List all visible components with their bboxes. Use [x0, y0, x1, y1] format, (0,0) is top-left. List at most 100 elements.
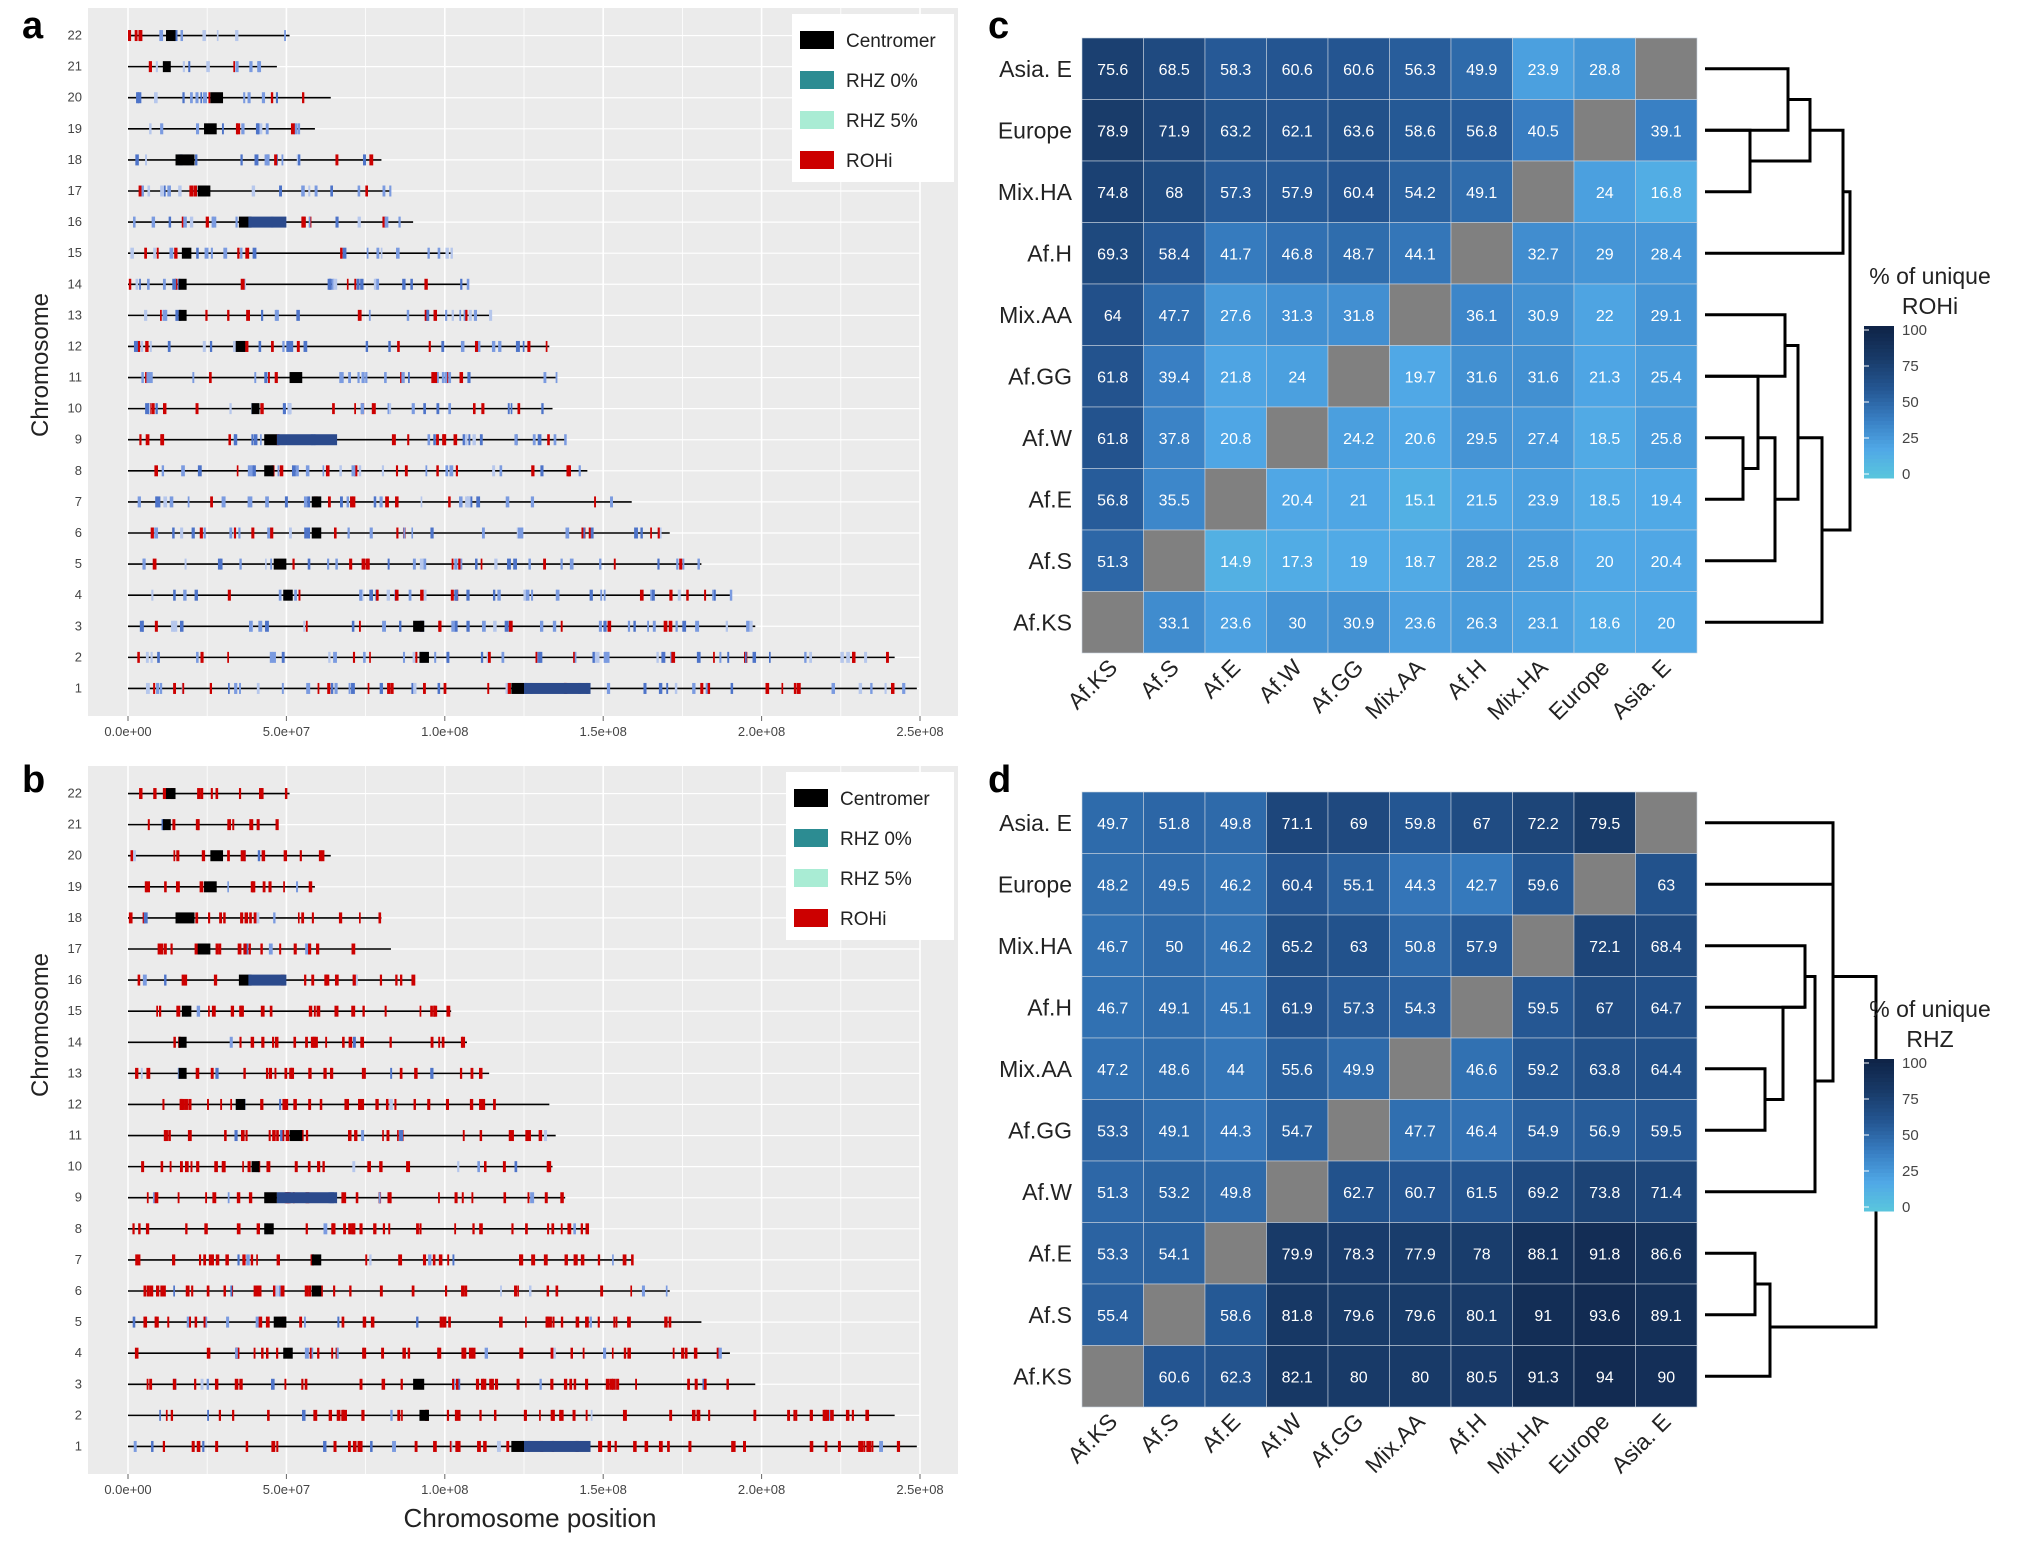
rohi-mark	[128, 278, 132, 290]
rohi-mark	[342, 1036, 345, 1048]
heatmap-cell	[1327, 406, 1390, 469]
rohi-mark	[607, 620, 612, 632]
rhz-mark	[234, 1130, 238, 1142]
rohi-mark	[866, 1440, 871, 1452]
rhz-mark	[203, 527, 206, 539]
rohi-mark	[250, 1254, 254, 1266]
rhz-mark	[202, 30, 206, 42]
rhz-mark	[481, 527, 485, 539]
rhz-mark	[539, 651, 543, 663]
rohi-mark	[351, 943, 356, 955]
rhz-mark	[147, 278, 150, 290]
heatmap-cell-label: 48.6	[1159, 1062, 1190, 1079]
row-label: Europe	[998, 117, 1072, 143]
x-tick-label: 5.0e+07	[263, 1482, 310, 1497]
rohi-mark	[167, 1316, 170, 1328]
rhz-mark	[130, 247, 134, 259]
legend-title: RHZ	[1906, 1026, 1953, 1052]
rohi-mark	[150, 527, 154, 539]
centromere-mark	[204, 123, 217, 135]
y-tick-label: 16	[68, 972, 82, 987]
rohi-mark	[194, 1378, 197, 1390]
rhz-mark	[240, 154, 243, 166]
rhz-mark	[532, 434, 536, 446]
heatmap-cell	[1327, 791, 1390, 854]
heatmap-cell	[1143, 1037, 1206, 1100]
heatmap-cell-label: 91	[1534, 1308, 1552, 1325]
heatmap-cell	[1204, 1283, 1267, 1346]
colorbar-segment	[1864, 390, 1894, 395]
rhz-mark	[233, 434, 238, 446]
rohi-mark	[136, 340, 141, 352]
rhz-mark	[497, 589, 501, 601]
heatmap-cell	[1081, 1160, 1144, 1223]
rhz-mark	[281, 154, 284, 166]
legend-label: ROHi	[846, 151, 892, 172]
heatmap-cell	[1512, 853, 1575, 916]
rhz-mark	[493, 620, 497, 632]
x-axis-title-b: Chromosome position	[404, 1503, 657, 1533]
rohi-mark	[344, 1098, 347, 1110]
rhz-mark	[870, 682, 873, 694]
rhz-mark	[574, 651, 577, 663]
rhz-mark	[195, 92, 199, 104]
centromere-mark	[289, 372, 303, 384]
rhz-mark	[245, 943, 249, 955]
rohi-mark	[354, 403, 357, 415]
rhz-mark	[141, 620, 144, 632]
x-tick-label: 0.0e+00	[104, 1482, 151, 1497]
rhz-mark	[451, 309, 454, 321]
rhz-mark	[564, 434, 567, 446]
rohi-mark	[395, 974, 398, 986]
rhz-mark	[555, 372, 558, 384]
rohi-mark	[419, 1223, 422, 1235]
rohi-mark	[272, 1130, 276, 1142]
rhz-mark	[297, 123, 301, 135]
rhz-mark	[658, 682, 663, 694]
y-tick-label: 20	[68, 848, 82, 863]
rohi-mark	[845, 1409, 850, 1421]
rohi-mark	[333, 1285, 336, 1297]
rohi-mark	[262, 881, 266, 893]
colorbar-tick-label: 100	[1902, 322, 1927, 339]
heatmap-diagonal-cell	[1635, 791, 1698, 854]
rohi-mark	[399, 1067, 403, 1079]
rohi-mark	[823, 1409, 828, 1421]
rohi-mark	[731, 1440, 736, 1452]
rhz-mark	[258, 620, 263, 632]
rhz-mark	[398, 216, 401, 228]
heatmap-cell	[1450, 160, 1513, 223]
rhz-mark	[603, 651, 607, 663]
colorbar-segment	[1864, 1138, 1894, 1144]
rohi-mark	[765, 682, 770, 694]
centromere-mark	[175, 154, 195, 166]
heatmap-cell	[1143, 99, 1206, 162]
rohi-mark	[382, 1223, 386, 1235]
heatmap-cell	[1204, 853, 1267, 916]
heatmap-cell-label: 19	[1350, 554, 1368, 571]
rohi-mark	[145, 1223, 150, 1235]
rohi-mark	[253, 1347, 256, 1359]
rhz-mark	[241, 123, 245, 135]
colorbar-segment	[1864, 1169, 1894, 1174]
rhz-mark	[666, 682, 669, 694]
rohi-mark	[550, 1409, 555, 1421]
rhz-mark	[366, 247, 369, 259]
heatmap-cell	[1450, 345, 1513, 408]
colorbar-segment	[1864, 367, 1894, 373]
heatmap-cell	[1512, 406, 1575, 469]
heatmap-cell	[1635, 160, 1698, 223]
rohi-mark	[242, 1161, 244, 1173]
rhz-mark	[187, 496, 190, 508]
rohi-mark	[156, 1285, 160, 1297]
rhz-mark	[163, 185, 166, 197]
heatmap-cell	[1204, 1099, 1267, 1162]
rohi-mark	[173, 850, 176, 862]
heatmap-cell	[1512, 37, 1575, 100]
rhz-mark	[719, 651, 722, 663]
rhz-mark	[399, 1130, 403, 1142]
column-label: Af.E	[1196, 1408, 1245, 1457]
column-label: Af.GG	[1305, 1408, 1369, 1472]
heatmap-cell	[1266, 1283, 1329, 1346]
rohi-mark	[837, 1440, 841, 1452]
